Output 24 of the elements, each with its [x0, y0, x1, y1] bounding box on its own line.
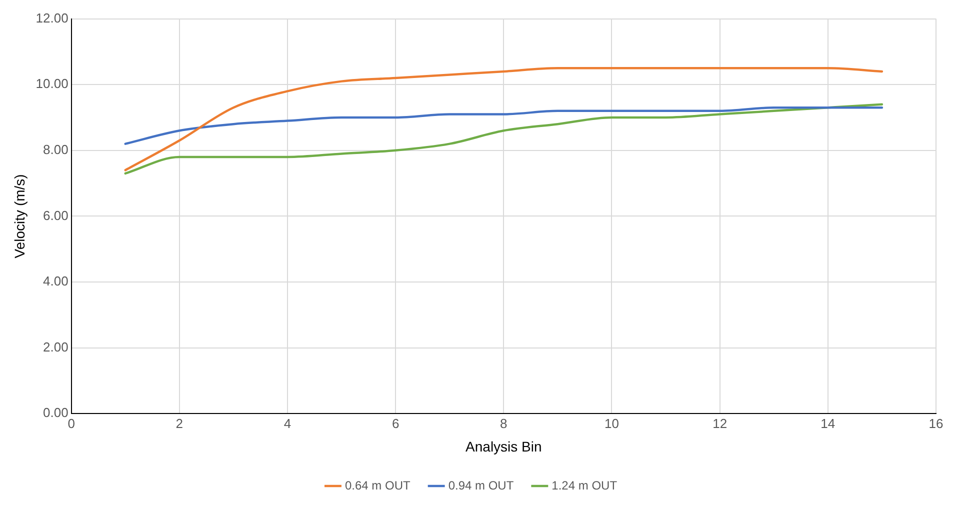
legend-label: 0.94 m OUT	[448, 478, 514, 492]
y-tick-label: 4.00	[43, 274, 68, 289]
y-tick-label: 6.00	[43, 208, 68, 223]
y-tick-label: 0.00	[43, 405, 68, 420]
x-tick-label: 10	[604, 416, 619, 431]
x-tick-label: 6	[392, 416, 400, 431]
x-tick-label: 8	[500, 416, 508, 431]
x-tick-label: 12	[712, 416, 728, 431]
line-series	[124, 103, 884, 175]
x-tick-label: 4	[284, 416, 292, 431]
y-tick-label: 8.00	[43, 142, 68, 157]
x-axis-title: Analysis Bin	[466, 438, 542, 454]
x-tick-label: 2	[176, 416, 184, 431]
x-tick-label: 16	[928, 416, 944, 431]
line-series	[124, 67, 884, 172]
y-tick-label: 12.00	[36, 10, 68, 26]
y-tick-label: 2.00	[43, 339, 68, 354]
legend-label: 0.64 m OUT	[344, 478, 411, 492]
y-tick-label: 10.00	[36, 76, 68, 92]
y-axis-title: Velocity (m/s)	[11, 174, 28, 258]
x-tick-label: 0	[68, 416, 75, 431]
legend-label: 1.24 m OUT	[552, 478, 618, 492]
x-tick-label: 14	[820, 416, 836, 431]
line-series	[124, 106, 884, 145]
